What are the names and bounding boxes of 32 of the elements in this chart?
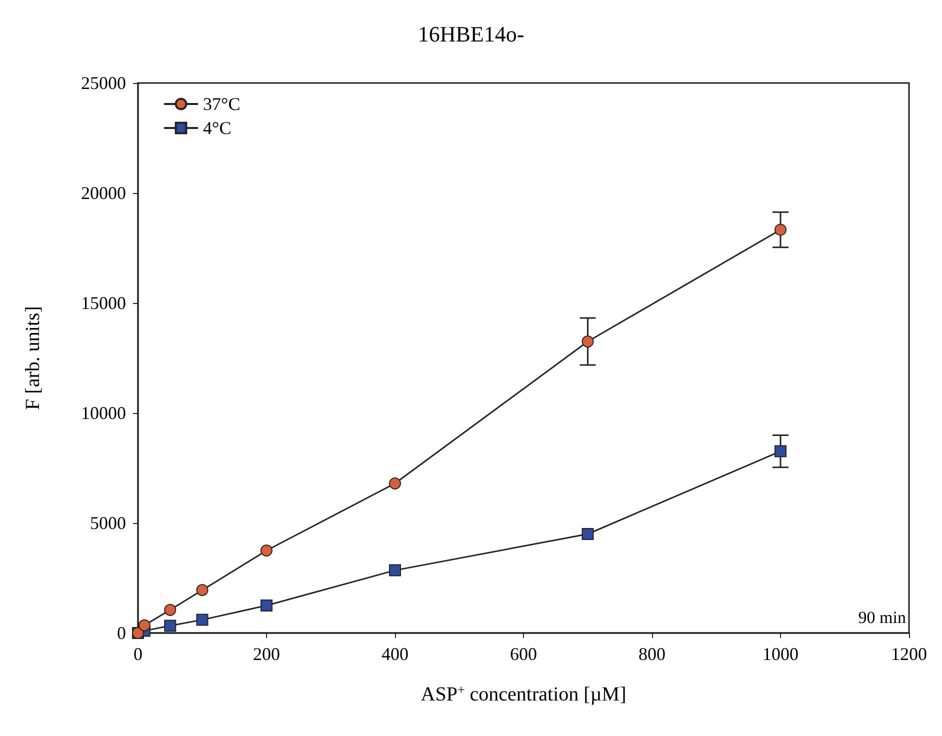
x-tick-label: 200 [253, 644, 280, 664]
point [774, 224, 786, 236]
y-tick-label: 20000 [81, 183, 126, 203]
point [389, 564, 401, 576]
point [196, 614, 208, 626]
point [164, 620, 176, 632]
x-tick-label: 1000 [762, 644, 798, 664]
y-tick-label: 15000 [81, 293, 126, 313]
x-tick-label: 1200 [891, 644, 927, 664]
y-tick-label: 10000 [81, 403, 126, 423]
x-tick-label: 600 [510, 644, 537, 664]
point [138, 619, 150, 632]
point [582, 528, 594, 540]
x-tick-label: 0 [134, 644, 142, 664]
x-axis-title: ASP+ concentration [µM] [420, 682, 626, 706]
x-tick-label: 800 [638, 644, 666, 664]
legend-label: 37°C [203, 94, 240, 114]
point [260, 544, 272, 556]
annotation: 90 min [858, 608, 906, 627]
point [260, 600, 272, 612]
legend-label: 4°C [203, 118, 232, 138]
y-tick-label: 25000 [81, 73, 126, 93]
chart-title: 16HBE14o- [418, 22, 524, 46]
x-tick-label: 400 [382, 644, 408, 664]
y-tick-label: 0 [117, 623, 126, 643]
point [164, 604, 176, 616]
point [582, 336, 594, 348]
y-axis-title: F [arb. units] [22, 306, 44, 410]
point [389, 477, 401, 490]
y-tick-label: 5000 [90, 513, 126, 533]
point [774, 445, 786, 458]
point [196, 584, 208, 596]
